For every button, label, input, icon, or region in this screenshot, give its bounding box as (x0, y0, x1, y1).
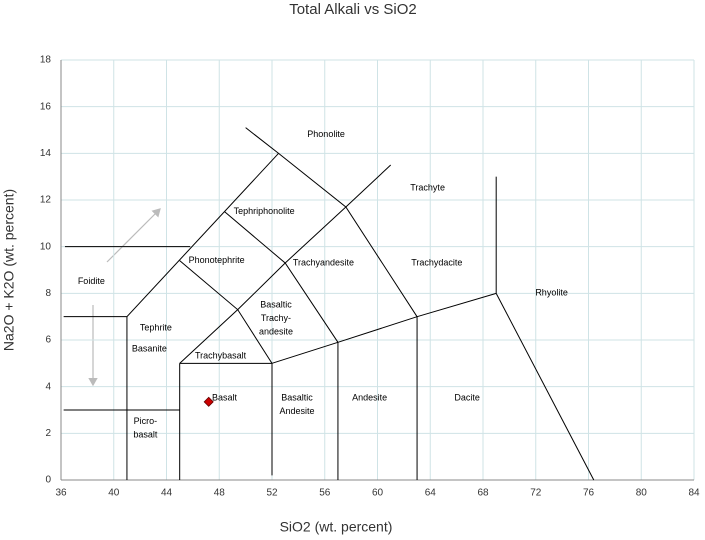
x-tick-label: 48 (214, 488, 226, 499)
x-axis-title: SiO2 (wt. percent) (280, 519, 393, 535)
y-tick-label: 18 (40, 55, 52, 66)
field-label: Tephriphonolite (234, 206, 295, 216)
y-tick-label: 12 (40, 195, 52, 206)
boundary-line (345, 164, 392, 208)
field-label: Andesite (352, 393, 387, 403)
field-label: Dacite (454, 393, 480, 403)
x-tick-label: 36 (55, 488, 67, 499)
field-label: Basalt (212, 393, 238, 403)
chart-title: Total Alkali vs SiO2 (289, 1, 417, 18)
field-label: Trachyte (410, 183, 445, 193)
x-tick-label: 44 (161, 488, 173, 499)
x-tick-label: 68 (477, 488, 489, 499)
field-label: Phonolite (307, 129, 345, 139)
y-tick-label: 6 (45, 335, 51, 346)
x-tick-label: 76 (583, 488, 595, 499)
field-label: Picro- (134, 416, 158, 426)
field-label: Trachy- (261, 313, 291, 323)
boundary-line (271, 292, 497, 364)
y-tick-label: 10 (40, 241, 52, 252)
x-tick-label: 52 (266, 488, 278, 499)
x-tick-label: 72 (530, 488, 542, 499)
field-label: Basanite (132, 344, 167, 354)
x-tick-label: 60 (372, 488, 384, 499)
boundary-line (179, 206, 347, 364)
boundary-line (179, 260, 273, 364)
field-label: andesite (259, 326, 293, 336)
data-point (203, 396, 214, 407)
field-label: Basaltic (260, 299, 292, 309)
boundary-line (495, 293, 595, 481)
y-tick-label: 0 (45, 475, 51, 486)
x-tick-label: 80 (636, 488, 648, 499)
x-tick-label: 64 (425, 488, 437, 499)
x-tick-label: 84 (688, 488, 700, 499)
field-label: Trachydacite (411, 257, 462, 267)
y-tick-label: 2 (45, 428, 51, 439)
field-label: Foidite (78, 276, 105, 286)
y-tick-label: 8 (45, 288, 51, 299)
boundary-line (126, 152, 279, 318)
field-label: Andesite (280, 406, 315, 416)
field-label: basalt (133, 430, 158, 440)
boundary-line (245, 127, 418, 317)
field-label: Trachybasalt (195, 351, 247, 361)
y-tick-label: 16 (40, 101, 52, 112)
field-label: Basaltic (281, 393, 313, 403)
field-label: Tephrite (140, 323, 172, 333)
y-tick-label: 14 (40, 148, 52, 159)
x-tick-label: 56 (319, 488, 331, 499)
arrow (106, 208, 161, 263)
field-label: Phonotephrite (189, 255, 245, 265)
y-axis-title: Na2O + K2O (wt. percent) (1, 189, 17, 351)
y-tick-label: 4 (45, 381, 51, 392)
field-label: Rhyolite (535, 288, 568, 298)
field-label: Trachyandesite (293, 257, 354, 267)
x-tick-label: 40 (108, 488, 120, 499)
